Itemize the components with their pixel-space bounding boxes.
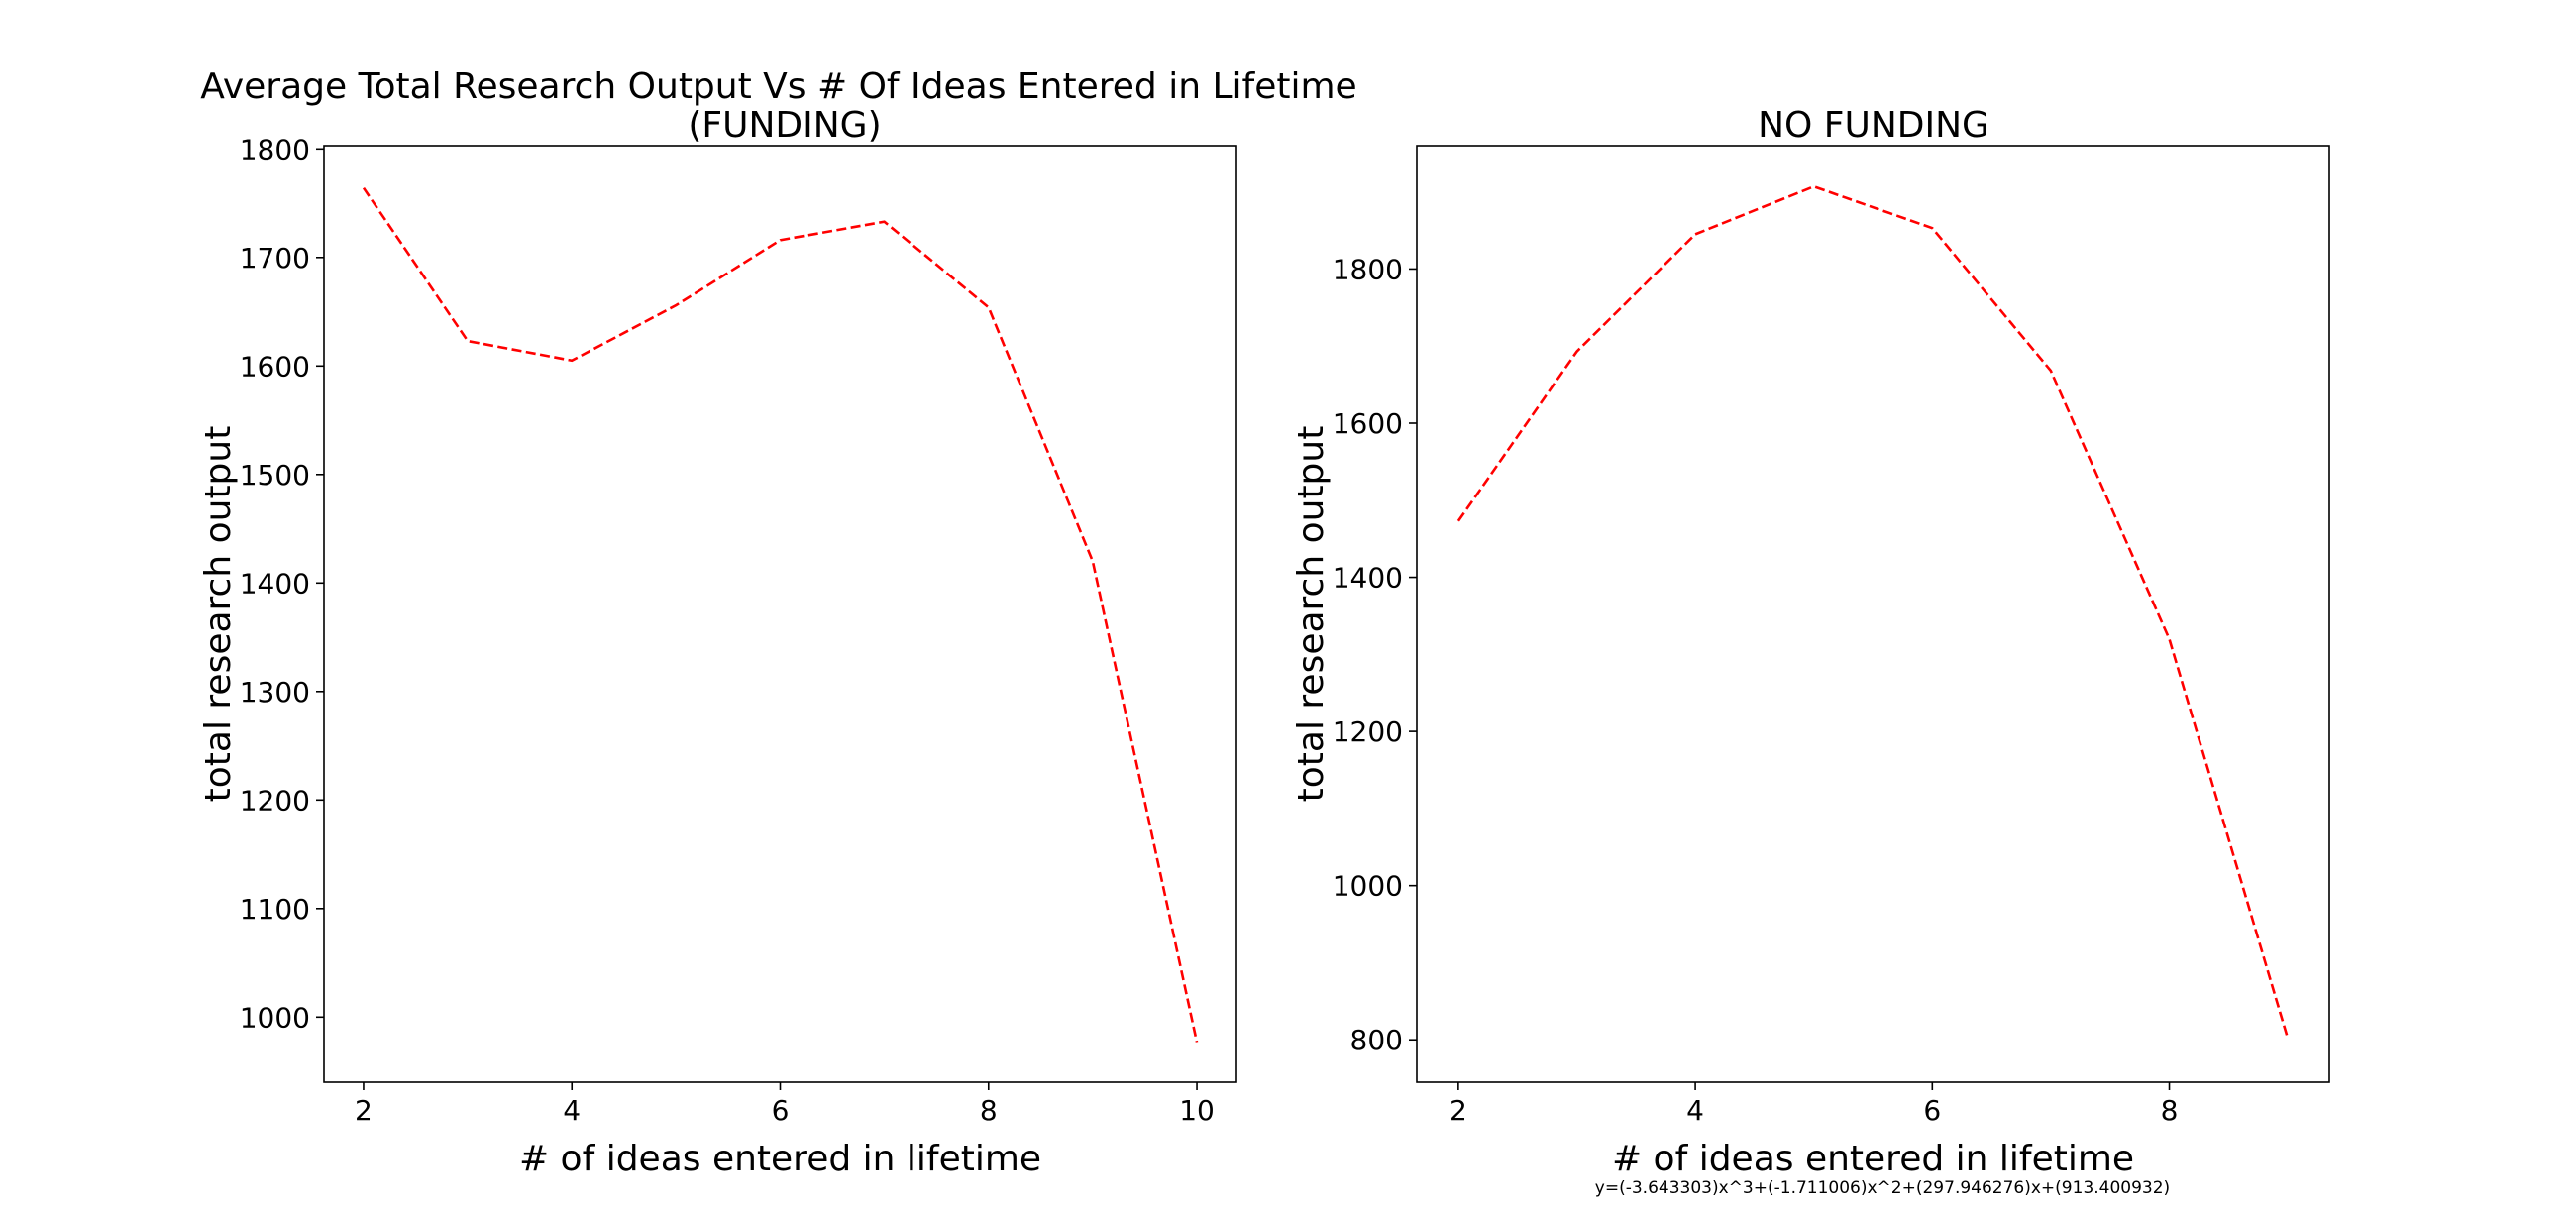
x-axis-label: # of ideas entered in lifetime — [1612, 1139, 2134, 1179]
x-tick-label: 4 — [563, 1094, 581, 1127]
y-tick-label: 1200 — [1333, 715, 1403, 748]
y-tick-label: 800 — [1350, 1024, 1403, 1056]
y-tick-label: 1800 — [1333, 253, 1403, 285]
x-axis-label: # of ideas entered in lifetime — [519, 1139, 1041, 1179]
series-line-0 — [362, 186, 1199, 1043]
fit-equation-annotation: y=(-3.643303)x^3+(-1.711006)x^2+(297.946… — [1595, 1178, 2170, 1198]
chart-title: Average Total Research Output Vs # Of Id… — [200, 66, 1356, 107]
y-tick-label: 1700 — [240, 242, 310, 275]
x-tick-label: 2 — [355, 1094, 373, 1127]
y-tick-label: 1000 — [240, 1001, 310, 1034]
y-tick-label: 1300 — [240, 676, 310, 709]
y-axis-label: total research output — [198, 426, 239, 803]
chart-title: NO FUNDING — [1758, 105, 1989, 146]
x-tick-label: 8 — [2161, 1094, 2179, 1127]
y-axis-label: total research output — [1291, 426, 1332, 803]
plot-frame — [1416, 145, 2330, 1083]
x-tick-label: 2 — [1449, 1094, 1467, 1127]
y-tick-label: 1200 — [240, 784, 310, 817]
y-tick-label: 1800 — [240, 133, 310, 165]
y-tick-label: 1400 — [1333, 562, 1403, 595]
x-tick-label: 10 — [1179, 1094, 1215, 1127]
y-tick-label: 1100 — [240, 893, 310, 926]
y-tick-label: 1600 — [240, 350, 310, 383]
chart-funding: 2 4 6 8 10 1000 1100 1200 1300 1400 1500 1600 1700 18… — [198, 66, 1357, 1179]
x-tick-label: 6 — [1923, 1094, 1941, 1127]
series-line-0 — [1456, 184, 2290, 1040]
x-tick-label: 6 — [772, 1094, 790, 1127]
x-tick-label: 8 — [980, 1094, 998, 1127]
y-tick-label: 1500 — [240, 459, 310, 492]
y-tick-label: 1600 — [1333, 407, 1403, 440]
y-tick-label: 1400 — [240, 567, 310, 600]
y-tick-label: 1000 — [1333, 870, 1403, 903]
chart-no-funding: 2 4 6 8 800 1000 1200 1400 1600 1800 # of ideas en… — [1291, 105, 2330, 1198]
chart-subtitle: (FUNDING) — [688, 105, 881, 146]
x-tick-label: 4 — [1686, 1094, 1704, 1127]
